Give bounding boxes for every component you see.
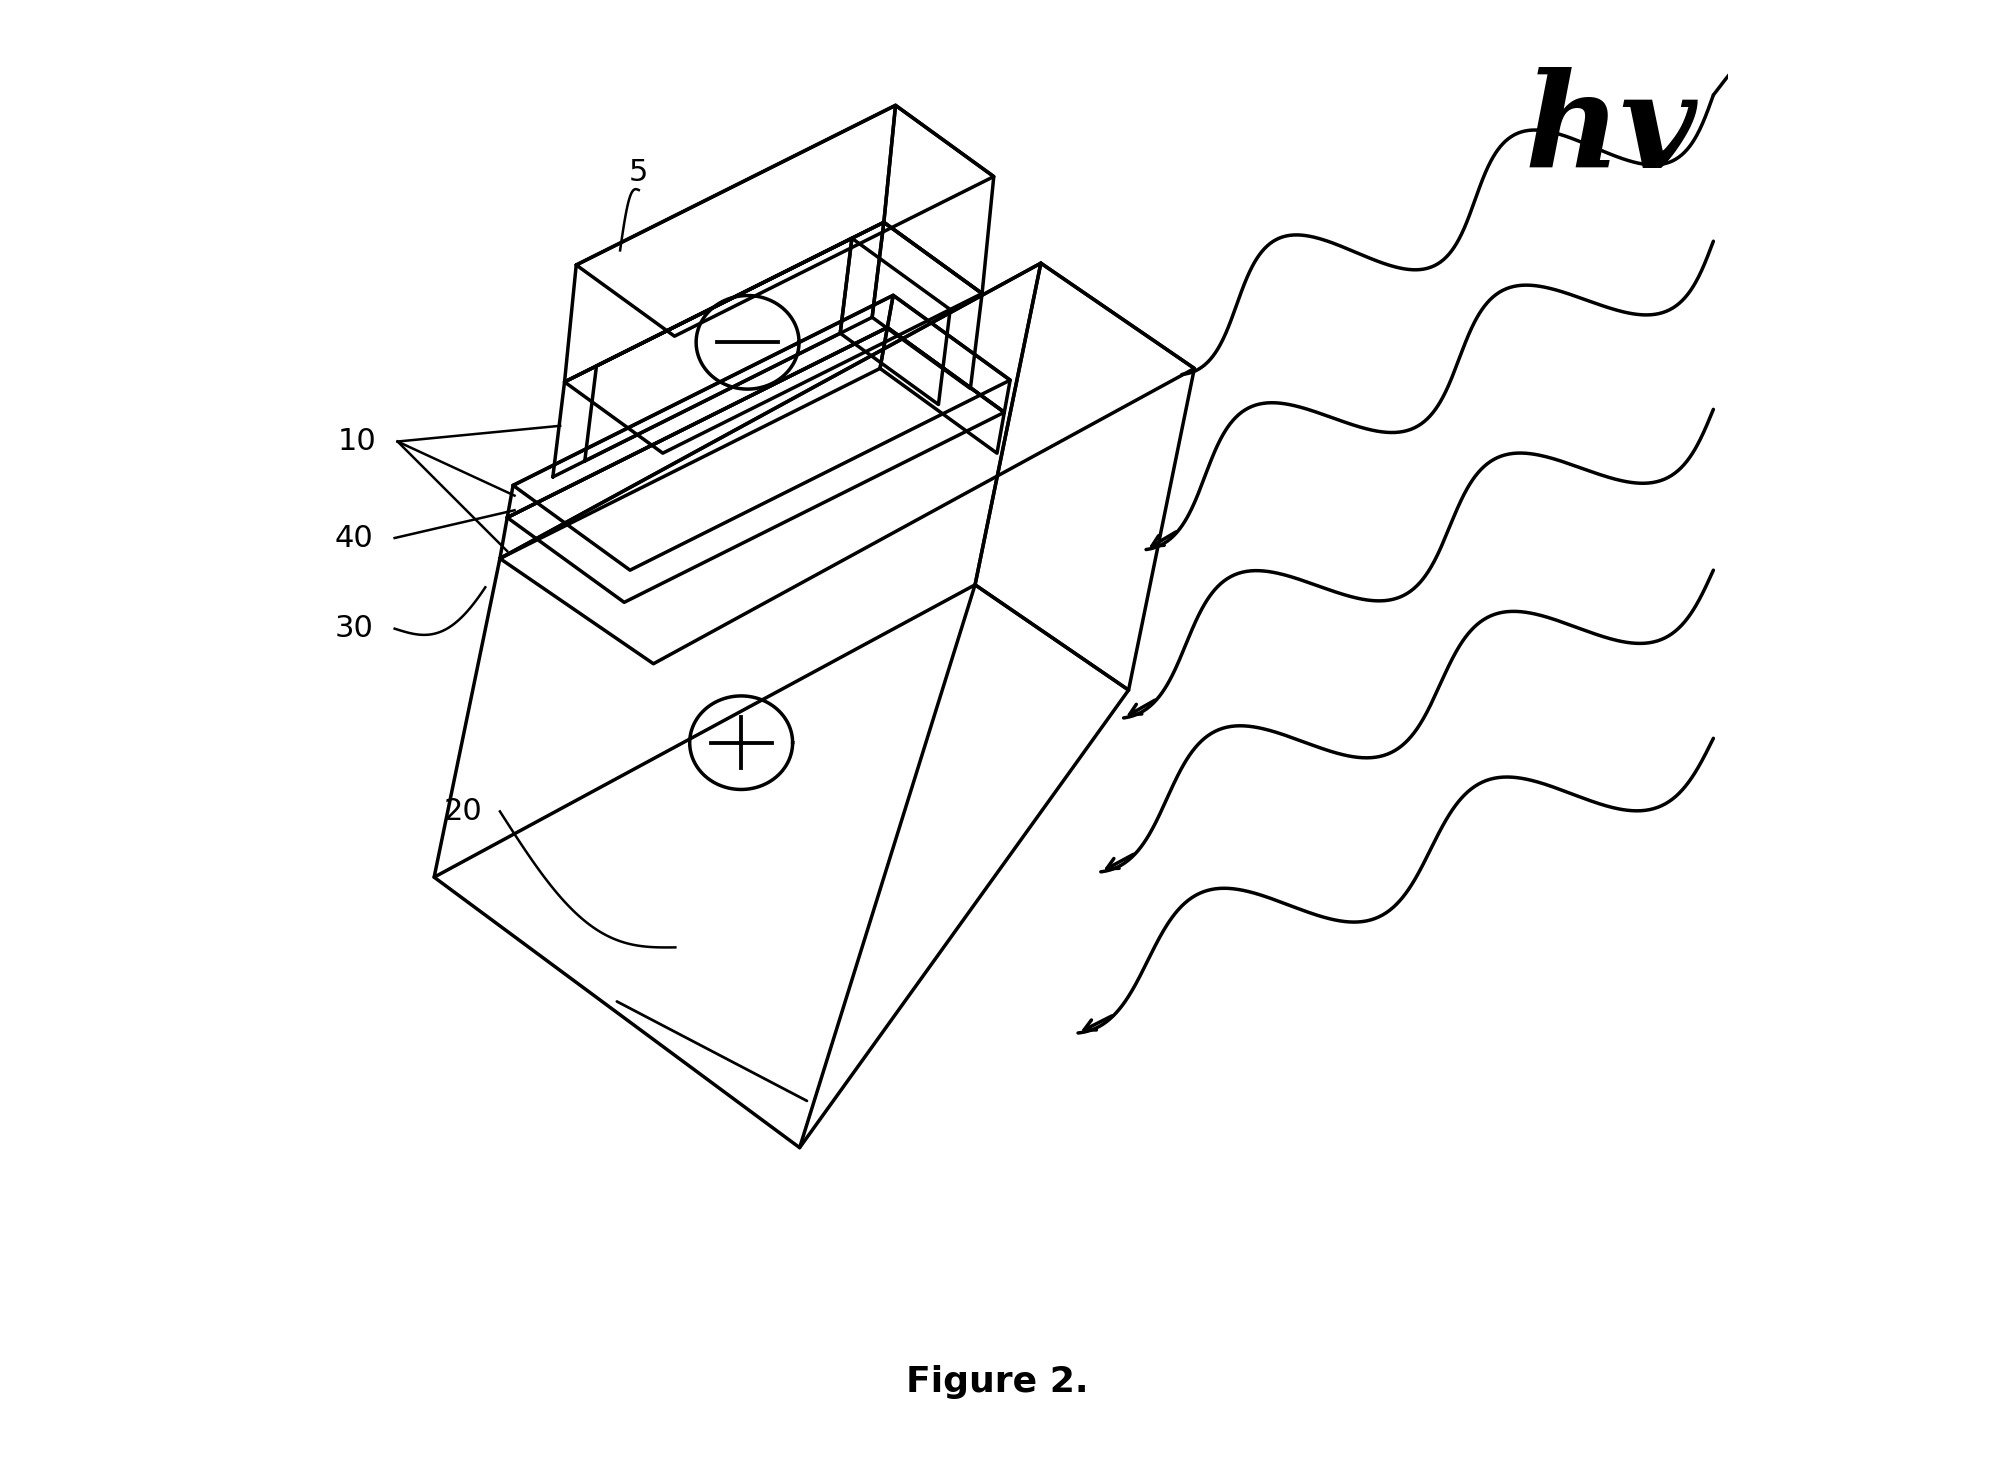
Text: Figure 2.: Figure 2. xyxy=(905,1364,1089,1399)
Text: 10: 10 xyxy=(337,427,377,456)
Text: 5: 5 xyxy=(630,158,648,187)
Text: 30: 30 xyxy=(335,614,373,643)
Text: 40: 40 xyxy=(335,523,373,553)
Text: hv: hv xyxy=(1525,67,1697,196)
Text: 20: 20 xyxy=(445,797,483,826)
